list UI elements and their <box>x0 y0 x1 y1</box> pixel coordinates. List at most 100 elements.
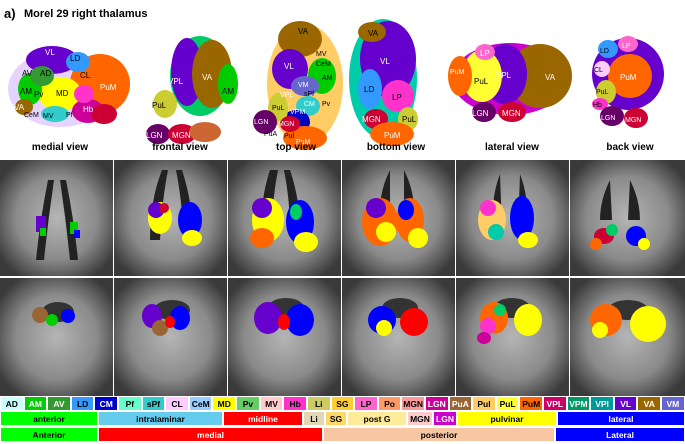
svg-text:PuM: PuM <box>620 73 637 82</box>
svg-text:VPM: VPM <box>290 109 305 116</box>
legend-group-lateral: lateral <box>557 411 685 426</box>
svg-text:SG: SG <box>300 119 310 126</box>
legend-nuclei-row: AD AM AV LD CM Pf sPf CL CeM MD Pv MV Hb Li SG LP Po MGN L… <box>0 396 685 411</box>
back-view-render: LD LP CL PuM PuL Hb LGN MGN <box>592 36 664 128</box>
svg-text:VM: VM <box>298 82 309 89</box>
top-view-render: VA MV CeM VL AM VM sPf VPL CM Pv PuL VPM… <box>253 21 343 150</box>
legend-group-anterior: anterior <box>0 411 98 426</box>
svg-text:LGN: LGN <box>146 131 163 140</box>
svg-text:LD: LD <box>600 48 609 55</box>
legend-nucleus-spf: sPf <box>141 396 166 411</box>
legend-nucleus-vpm: VPM <box>566 396 591 411</box>
legend-nucleus-cem: CeM <box>188 396 213 411</box>
legend-system-posterior: posterior <box>323 427 555 442</box>
svg-text:CL: CL <box>80 71 91 80</box>
svg-text:Hb: Hb <box>593 102 602 109</box>
medial-view-render: VL LD AV AD CL PuM AM Pv MD VA CeM MV Pf… <box>8 46 130 127</box>
lateral-view-render: LP PuM PuL VPL VA LGN MGN <box>448 43 572 122</box>
svg-text:MD: MD <box>56 89 69 98</box>
svg-text:VPL: VPL <box>496 71 512 80</box>
legend-nucleus-am: AM <box>23 396 48 411</box>
legend-group-li: Li <box>303 411 325 426</box>
thalamus-3d-views: VL LD AV AD CL PuM AM Pv MD VA CeM MV Pf… <box>8 19 664 150</box>
legend-nucleus-lgn: LGN <box>424 396 449 411</box>
legend-nucleus-vl: VL <box>613 396 638 411</box>
legend-nucleus-hb: Hb <box>283 396 307 411</box>
svg-text:PuA: PuA <box>264 131 278 138</box>
mri-slice-grid <box>0 160 685 396</box>
svg-text:Pul: Pul <box>284 133 295 140</box>
frontal-view-render: VPL VA PuL AM LGN MGN <box>146 36 238 144</box>
svg-text:CeM: CeM <box>24 112 39 119</box>
svg-text:VA: VA <box>202 73 213 82</box>
svg-text:PuL: PuL <box>402 115 417 124</box>
svg-text:CL: CL <box>594 67 603 74</box>
svg-text:VA: VA <box>368 29 379 38</box>
legend-system-lateral: Lateral <box>555 427 685 442</box>
legend-systems-row: Anterior medial posterior Lateral <box>0 427 685 442</box>
legend-system-medial: medial <box>98 427 323 442</box>
legend-system-anterior: Anterior <box>0 427 98 442</box>
legend-nucleus-pum: PuM <box>519 396 544 411</box>
svg-text:MGN: MGN <box>172 131 191 140</box>
svg-text:PuM: PuM <box>100 83 117 92</box>
figure-title: Morel 29 right thalamus <box>24 8 148 20</box>
legend-nucleus-av: AV <box>47 396 71 411</box>
legend-nucleus-pv: Pv <box>236 396 260 411</box>
view-label-frontal: frontal view <box>152 142 208 153</box>
svg-text:VA: VA <box>298 27 309 36</box>
svg-text:MGN: MGN <box>278 121 294 128</box>
svg-text:LD: LD <box>364 85 374 94</box>
svg-text:AV: AV <box>22 69 33 78</box>
legend-nucleus-pul: PuL <box>495 396 520 411</box>
legend-group-lgn: LGN <box>433 411 457 426</box>
svg-text:LGN: LGN <box>472 109 489 118</box>
legend-nucleus-cl: CL <box>165 396 189 411</box>
view-label-back: back view <box>606 142 654 153</box>
view-label-bottom: bottom view <box>366 142 426 153</box>
svg-text:CM: CM <box>304 101 315 108</box>
svg-text:MGN: MGN <box>502 109 521 118</box>
legend-nucleus-vpi: VPI <box>590 396 614 411</box>
svg-text:VA: VA <box>14 103 25 112</box>
svg-text:MV: MV <box>43 113 54 120</box>
panel-a-label: a) <box>4 6 16 21</box>
svg-text:PuL: PuL <box>474 77 489 86</box>
svg-text:PuL: PuL <box>152 101 167 110</box>
legend-nucleus-lp: LP <box>354 396 378 411</box>
legend-nucleus-sg: SG <box>330 396 355 411</box>
legend-nucleus-li: Li <box>306 396 331 411</box>
bottom-view-render: VA VL LD LP MGN PuL PuM <box>349 19 418 146</box>
svg-text:VPL: VPL <box>168 77 184 86</box>
slice-row-coronal <box>0 278 685 396</box>
view-label-medial: medial view <box>31 142 89 153</box>
svg-text:PuM: PuM <box>450 69 465 76</box>
legend-group-post-g: post G <box>347 411 407 426</box>
legend-nucleus-pf: Pf <box>118 396 142 411</box>
svg-text:MGN: MGN <box>625 117 641 124</box>
svg-text:AD: AD <box>40 69 51 78</box>
slice-row-axial <box>0 160 685 276</box>
svg-text:VL: VL <box>284 62 294 71</box>
svg-text:VL: VL <box>45 48 55 57</box>
svg-text:LD: LD <box>70 54 80 63</box>
view-label-top: top view <box>275 142 316 153</box>
svg-text:LP: LP <box>392 93 402 102</box>
legend-group-intralaminar: intralaminar <box>98 411 223 426</box>
svg-text:PuL: PuL <box>272 105 285 112</box>
svg-text:MV: MV <box>316 51 327 58</box>
legend-nucleus-ad: AD <box>0 396 24 411</box>
svg-text:VA: VA <box>545 73 556 82</box>
view-label-lateral: lateral view <box>485 142 539 153</box>
svg-text:LGN: LGN <box>601 115 615 122</box>
legend-groups-row: anterior intralaminar midline Li SG post G MGN… <box>0 411 685 426</box>
svg-text:LP: LP <box>480 49 490 58</box>
legend-nucleus-vm: VM <box>661 396 685 411</box>
legend-group-pulvinar: pulvinar <box>457 411 557 426</box>
svg-text:Pf: Pf <box>66 112 73 119</box>
legend-nucleus-va: VA <box>637 396 662 411</box>
legend-group-midline: midline <box>223 411 303 426</box>
svg-text:CeM: CeM <box>316 61 331 68</box>
legend-nucleus-po: Po <box>377 396 402 411</box>
legend-nucleus-mv: MV <box>259 396 284 411</box>
